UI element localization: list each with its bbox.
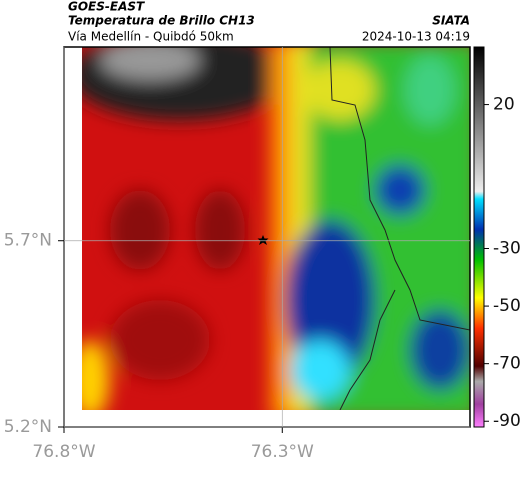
- source: SIATA: [432, 14, 470, 28]
- marker: [257, 235, 269, 245]
- colorbar-tick-label: 20: [493, 95, 515, 115]
- colorbar-tick-label: -30: [493, 239, 521, 259]
- colorbar-tick-label: -50: [493, 296, 521, 316]
- border: [329, 47, 470, 410]
- y-tick-label: 5.7°N: [4, 231, 52, 251]
- satellite-image: [82, 47, 470, 410]
- x-tick-label: 76.8°W: [32, 442, 95, 462]
- y-tick-label: 5.2°N: [4, 417, 52, 437]
- colorbar-tick-label: -90: [493, 411, 521, 431]
- colorbar-tick-label: -70: [493, 354, 521, 374]
- title: GOES-EAST: [68, 0, 145, 14]
- subtitle: Temperatura de Brillo CH13: [68, 14, 255, 28]
- location: Vía Medellín - Quibdó 50km: [68, 30, 234, 44]
- datetime: 2024-10-13 04:19: [362, 30, 470, 44]
- colorbar: [473, 46, 485, 428]
- x-tick-label: 76.3°W: [251, 442, 314, 462]
